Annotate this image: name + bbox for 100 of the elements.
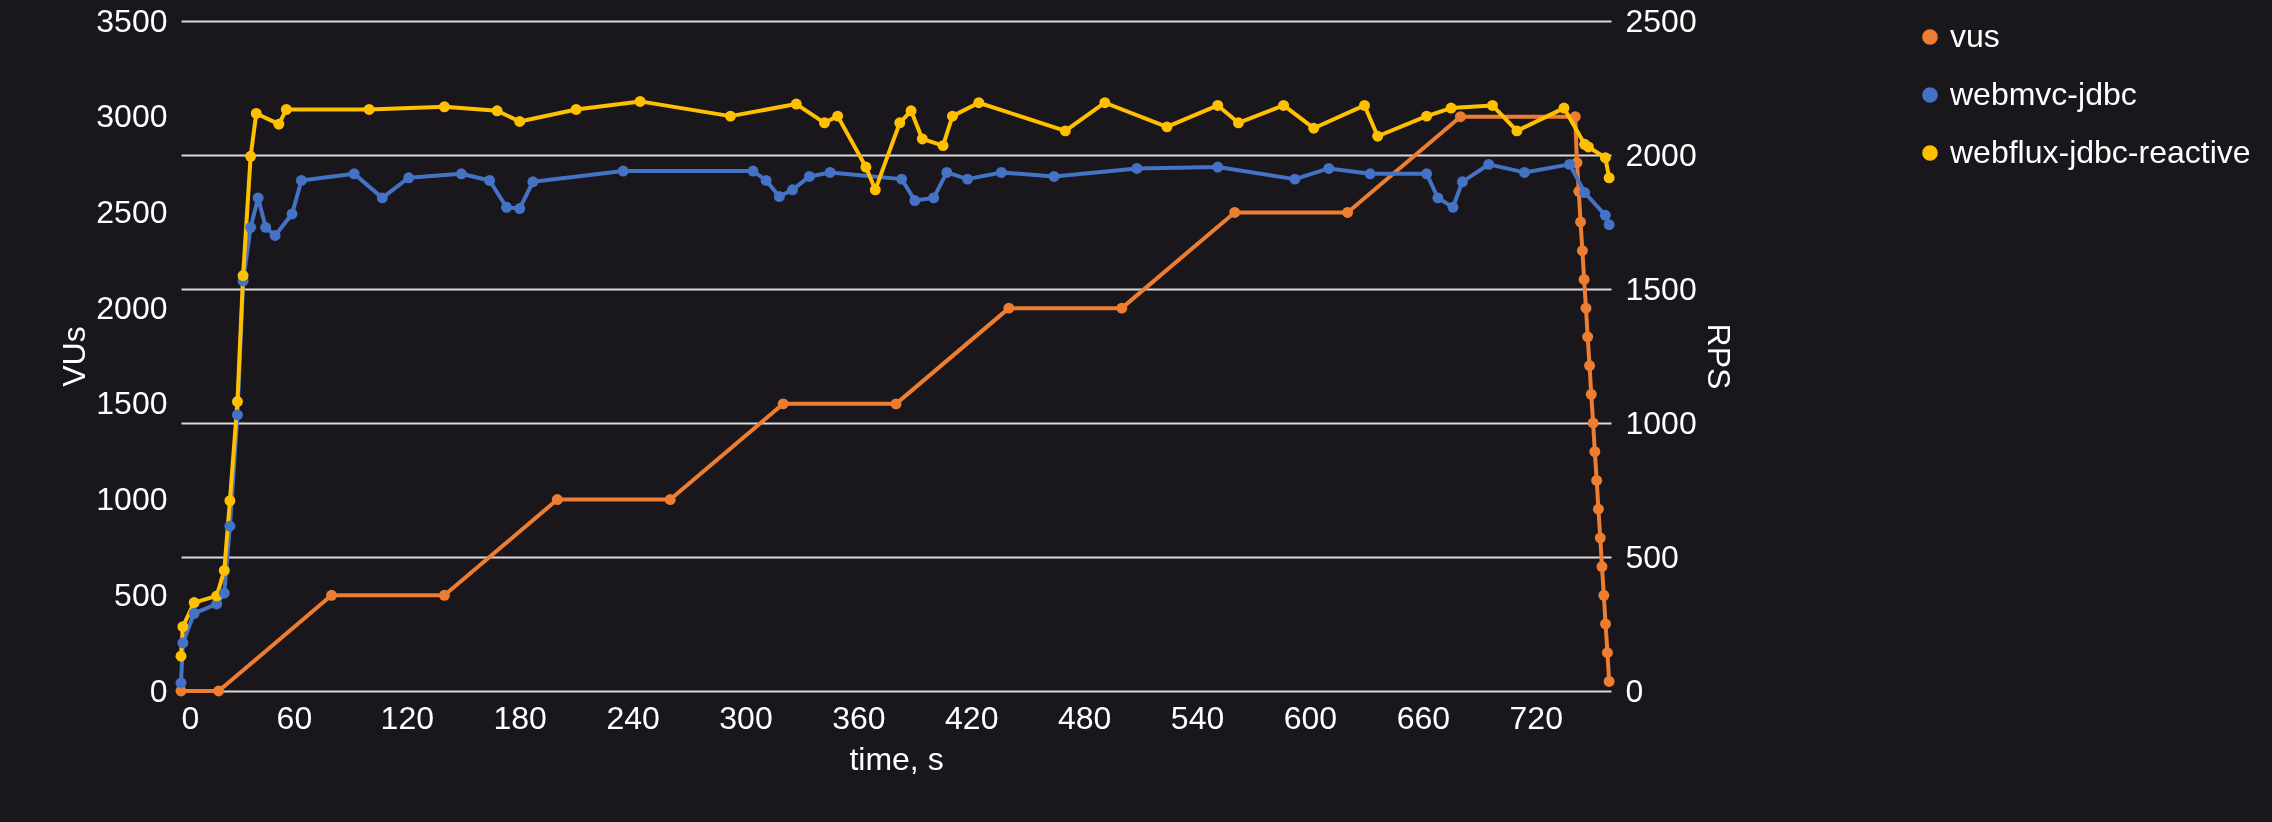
point [962,173,973,185]
point [1603,675,1615,687]
legend-label: vus [1950,18,2000,54]
point [224,495,236,507]
point [1003,302,1015,314]
point [1372,130,1384,142]
point [790,98,802,110]
point [946,110,958,122]
point [803,170,815,182]
point [252,192,264,204]
point [634,95,646,107]
point [1575,216,1586,228]
y-tick-label: 3000 [96,98,168,135]
point [403,172,415,184]
point [551,494,563,506]
point [617,165,629,177]
point [1591,474,1603,486]
x-tick-label: 300 [719,699,773,736]
y2-tick-label: 0 [1625,672,1644,709]
y2-tick-label: 1000 [1625,404,1697,441]
point [1564,158,1576,170]
point [1580,302,1592,314]
point [724,110,736,122]
point [1308,122,1320,134]
point [1601,647,1613,659]
y-tick-label: 1500 [96,385,168,422]
point [787,184,798,196]
point [1161,121,1173,133]
point [1579,187,1591,198]
point [188,607,200,619]
y2-tick-label: 2500 [1625,2,1697,39]
point [1432,192,1444,204]
x-tick-label: 660 [1396,699,1451,736]
point [245,150,257,162]
x-tick-label: 480 [1057,699,1112,736]
point [237,270,249,282]
point [824,166,836,178]
y-tick-label: 2000 [96,289,168,326]
point [514,203,526,215]
x-tick-label: 240 [606,699,660,736]
point [1342,206,1354,218]
point [438,101,450,113]
legend-label: webflux-jdbc-reactive [1949,134,2251,170]
y-tick-label: 3500 [96,2,168,39]
point [527,176,539,188]
point [188,597,200,609]
point [218,564,230,576]
point [1598,589,1610,601]
point [1455,111,1466,123]
point [894,117,906,129]
point [514,116,526,127]
point [260,221,272,233]
point [1603,172,1615,184]
x-tick-label: 0 [181,699,200,736]
y2-tick-label: 1500 [1625,270,1697,307]
point [224,520,236,532]
point [916,133,928,145]
point [1483,158,1495,170]
point [231,396,243,408]
point [995,166,1007,178]
y-tick-label: 1000 [96,481,168,518]
point [777,398,789,410]
point [1486,99,1498,111]
point [177,621,189,633]
point [376,192,388,204]
point [363,103,375,115]
point [869,184,881,196]
y-tick-label: 500 [114,576,168,613]
x-tick-label: 420 [945,699,999,736]
point [1289,173,1301,185]
point [890,398,902,410]
point [295,174,307,186]
point [819,117,830,129]
point [1048,170,1060,182]
point [1323,162,1335,174]
point [1600,618,1612,630]
point [896,173,908,185]
point [937,140,949,152]
point [455,168,467,180]
point [1059,125,1071,137]
point [273,118,285,130]
point [1599,209,1611,221]
point [1576,245,1588,257]
point [1278,99,1290,111]
point [760,174,772,186]
point [1099,97,1111,109]
x-tick-label: 60 [276,699,313,736]
point [250,107,262,119]
point [175,677,187,689]
point [177,637,189,649]
y-tick-label: 2500 [96,193,168,230]
point [326,589,337,601]
point [269,229,281,241]
point [905,105,917,117]
x-tick-label: 120 [380,699,434,736]
point [1587,417,1599,429]
point [1212,99,1224,111]
y2-tick-label: 2000 [1625,136,1697,173]
point [973,97,985,109]
point [1232,117,1244,129]
